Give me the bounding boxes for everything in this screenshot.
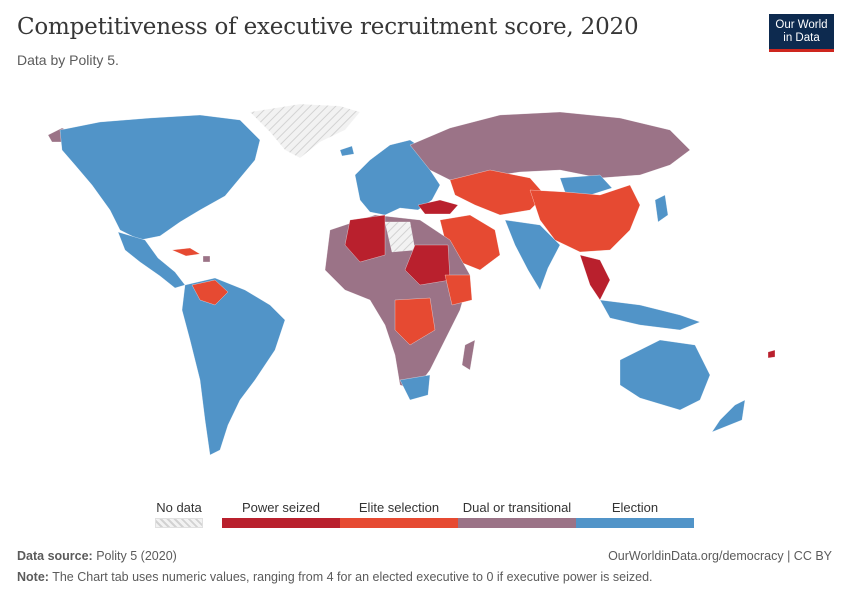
legend-label-no-data: No data: [156, 500, 202, 515]
owid-logo[interactable]: Our World in Data: [769, 14, 834, 52]
region-fiji[interactable]: [767, 349, 776, 359]
region-indonesia[interactable]: [599, 299, 701, 331]
region-australia[interactable]: [619, 339, 711, 411]
region-turkey[interactable]: [417, 199, 459, 215]
region-south-africa[interactable]: [399, 374, 431, 401]
region-iceland[interactable]: [339, 145, 355, 157]
region-north-america[interactable]: [59, 114, 261, 241]
source-value[interactable]: Polity 5 (2020): [96, 549, 177, 563]
region-madagascar[interactable]: [461, 339, 476, 371]
logo-line-1: Our World: [775, 18, 828, 31]
region-haiti[interactable]: [202, 255, 211, 263]
region-japan[interactable]: [654, 194, 669, 223]
footer-note: Note: The Chart tab uses numeric values,…: [17, 570, 653, 584]
legend-swatch-power-seized[interactable]: [222, 518, 340, 528]
region-europe[interactable]: [354, 139, 441, 216]
chart-title: Competitiveness of executive recruitment…: [17, 14, 639, 40]
region-new-zealand[interactable]: [711, 399, 746, 433]
region-central-america[interactable]: [117, 231, 186, 289]
legend-swatch-elite-selection[interactable]: [340, 518, 458, 528]
region-cuba[interactable]: [171, 247, 201, 257]
map-legend: No data Power seized Elite selection Dua…: [0, 500, 850, 540]
region-ethiopia[interactable]: [444, 274, 473, 306]
region-sudan[interactable]: [404, 244, 451, 286]
region-central-asia[interactable]: [449, 169, 546, 216]
legend-label-election: Election: [611, 500, 659, 515]
legend-label-power-seized: Power seized: [241, 500, 321, 515]
region-greenland[interactable]: [249, 103, 361, 159]
source-label: Data source:: [17, 549, 93, 563]
region-south-america[interactable]: [181, 277, 286, 456]
legend-swatch-election[interactable]: [576, 518, 694, 528]
legend-label-elite-selection: Elite selection: [358, 500, 440, 515]
note-label: Note:: [17, 570, 49, 584]
chart-subtitle: Data by Polity 5.: [17, 52, 119, 68]
footer-source: Data source: Polity 5 (2020): [17, 549, 177, 563]
legend-swatch-no-data[interactable]: [155, 518, 203, 528]
note-value: The Chart tab uses numeric values, rangi…: [52, 570, 653, 584]
region-mongolia[interactable]: [559, 174, 613, 196]
region-venezuela[interactable]: [191, 279, 229, 306]
region-central-africa[interactable]: [394, 297, 436, 346]
region-china[interactable]: [529, 184, 641, 253]
logo-line-2: in Data: [783, 31, 820, 44]
region-southeast-asia[interactable]: [579, 254, 611, 301]
legend-swatch-dual-or-transitional[interactable]: [458, 518, 576, 528]
legend-label-dual-or-transitional: Dual or transitional: [462, 500, 572, 515]
region-russia[interactable]: [409, 111, 691, 181]
region-north-africa-power-seized[interactable]: [344, 214, 386, 263]
region-india[interactable]: [504, 219, 561, 291]
world-map: [47, 103, 776, 456]
footer-url[interactable]: OurWorldinData.org/democracy | CC BY: [608, 549, 832, 563]
